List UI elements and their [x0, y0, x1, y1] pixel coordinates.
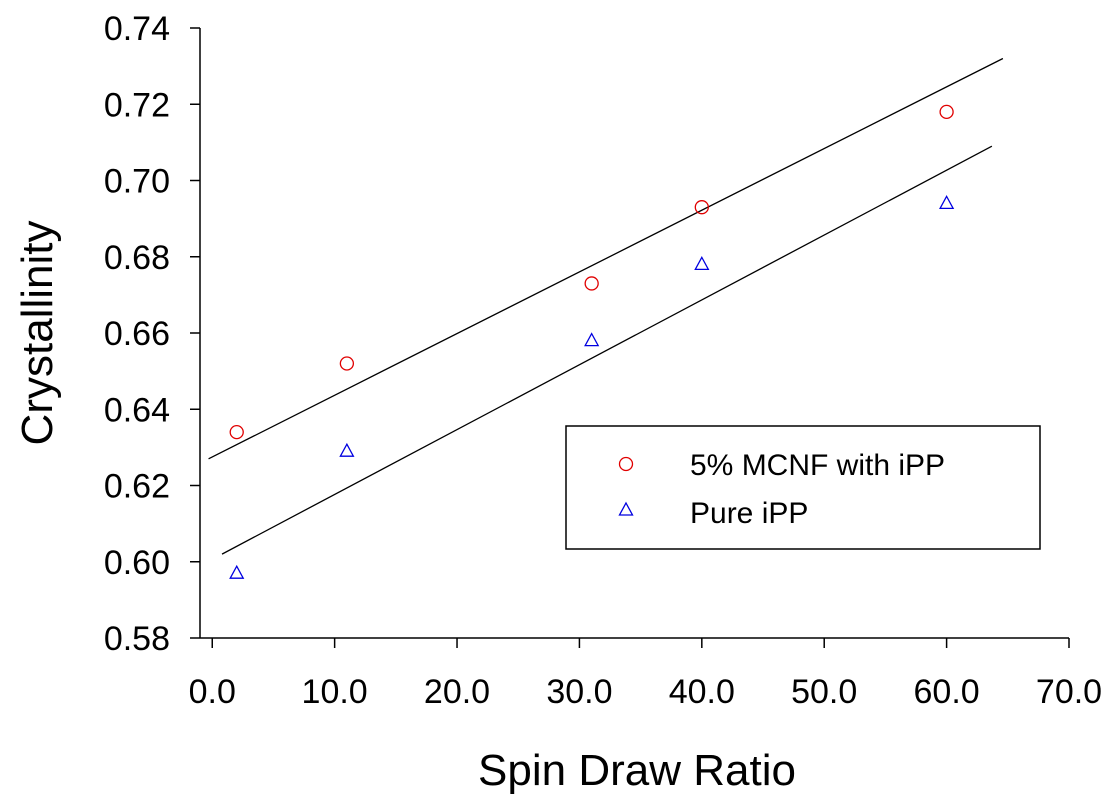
y-tick-label: 0.64 [104, 391, 170, 429]
y-tick-label: 0.74 [104, 10, 170, 48]
y-tick-label: 0.70 [104, 163, 170, 201]
x-tick-label: 30.0 [546, 673, 612, 711]
x-tick-label: 40.0 [669, 673, 735, 711]
y-axis-title: Crystallinity [13, 221, 62, 446]
x-axis-title: Spin Draw Ratio [478, 746, 796, 795]
data-point-series-2 [339, 442, 355, 457]
data-point-series-2 [229, 564, 245, 579]
x-tick-label: 0.0 [189, 673, 236, 711]
y-tick-label: 0.68 [104, 239, 170, 277]
legend: 5% MCNF with iPP Pure iPP [565, 425, 1041, 550]
data-points [229, 104, 955, 579]
x-tick-label: 70.0 [1036, 673, 1102, 711]
data-point-series-1 [939, 104, 954, 120]
y-tick-label: 0.66 [104, 315, 170, 353]
legend-label-series-2: Pure iPP [690, 497, 808, 530]
x-tick-label: 10.0 [302, 673, 368, 711]
data-point-series-1 [584, 276, 599, 291]
data-point-series-1 [694, 200, 709, 215]
y-tick-label: 0.72 [104, 86, 170, 124]
legend-label-series-1: 5% MCNF with iPP [690, 449, 945, 482]
data-point-series-1 [339, 356, 355, 371]
x-tick-label: 60.0 [914, 673, 980, 711]
fit-lines [208, 57, 1004, 555]
data-point-series-1 [229, 424, 244, 440]
fit-line-series-1 [208, 57, 1004, 460]
tick-labels: 0.0 10.0 20.0 30.0 40.0 50.0 60.0 70.0 0.58 0.60 0… [104, 10, 1102, 711]
y-tick-label: 0.60 [104, 544, 170, 582]
legend-marker-triangle [618, 501, 634, 516]
legend-marker-circle [618, 456, 634, 472]
legend-box [565, 425, 1041, 550]
data-point-series-2 [939, 195, 955, 210]
x-tick-label: 20.0 [424, 673, 490, 711]
plot-axes [190, 27, 1070, 648]
y-tick-label: 0.62 [104, 468, 170, 506]
data-point-series-2 [694, 256, 710, 271]
y-tick-label: 0.58 [104, 620, 170, 658]
x-tick-label: 50.0 [791, 673, 857, 711]
data-point-series-2 [584, 332, 600, 347]
fit-line-series-2 [221, 145, 993, 555]
